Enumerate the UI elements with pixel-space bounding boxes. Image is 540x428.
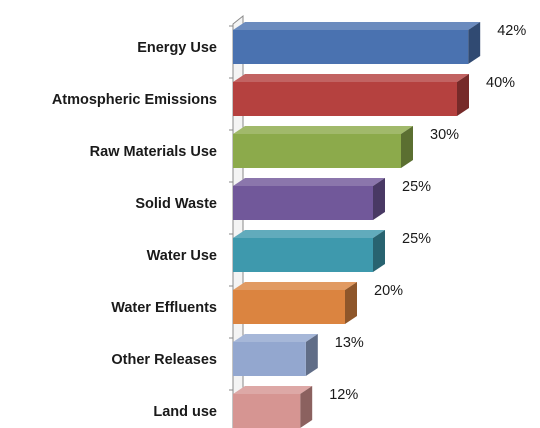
category-label-raw-materials-use: Raw Materials Use: [90, 144, 217, 160]
bar-top-face: [233, 178, 385, 186]
bar-side-face: [401, 126, 413, 168]
bar-water-use: [233, 230, 385, 272]
bars: [233, 22, 481, 428]
value-label-atmospheric-emissions: 40%: [486, 75, 515, 91]
bar-front-face: [233, 82, 457, 116]
bar-front-face: [233, 394, 301, 428]
category-label-land-use: Land use: [153, 404, 217, 420]
labels: Energy Use 42% Atmospheric Emissions 40% Raw…: [52, 23, 527, 420]
bar-top-face: [233, 74, 469, 82]
bar-side-face: [305, 334, 318, 376]
value-label-solid-waste: 25%: [402, 179, 431, 195]
bar-atmospheric-emissions: [233, 74, 469, 116]
bar-front-face: [233, 238, 373, 272]
bar-front-face: [233, 342, 306, 376]
bar-land-use: [233, 386, 313, 428]
bar-side-face: [457, 74, 469, 116]
bar-front-face: [233, 186, 373, 220]
bar-top-face: [233, 230, 385, 238]
value-label-water-effluents: 20%: [374, 283, 403, 299]
value-label-raw-materials-use: 30%: [430, 127, 459, 143]
bar-top-face: [233, 126, 413, 134]
bar-water-effluents: [233, 282, 357, 324]
category-label-solid-waste: Solid Waste: [135, 196, 217, 212]
bar-side-face: [373, 230, 385, 272]
category-label-water-effluents: Water Effluents: [111, 300, 217, 316]
value-label-energy-use: 42%: [497, 23, 526, 39]
category-label-other-releases: Other Releases: [111, 352, 217, 368]
bar-side-face: [373, 178, 385, 220]
bar-raw-materials-use: [233, 126, 413, 168]
bar-side-face: [345, 282, 357, 324]
bar-other-releases: [233, 334, 318, 376]
bar-top-face: [233, 334, 318, 342]
bar-side-face: [300, 386, 313, 428]
bar-side-face: [468, 22, 481, 64]
value-label-water-use: 25%: [402, 231, 431, 247]
bar-top-face: [233, 386, 313, 394]
category-label-water-use: Water Use: [147, 248, 217, 264]
bar-front-face: [233, 134, 401, 168]
bar-energy-use: [233, 22, 481, 64]
category-label-energy-use: Energy Use: [137, 40, 217, 56]
bar-top-face: [233, 22, 481, 30]
bar-front-face: [233, 290, 345, 324]
category-label-atmospheric-emissions: Atmospheric Emissions: [52, 92, 217, 108]
bar-solid-waste: [233, 178, 385, 220]
value-label-other-releases: 13%: [335, 335, 364, 351]
bar-front-face: [233, 30, 469, 64]
bar-top-face: [233, 282, 357, 290]
value-label-land-use: 12%: [329, 387, 358, 403]
